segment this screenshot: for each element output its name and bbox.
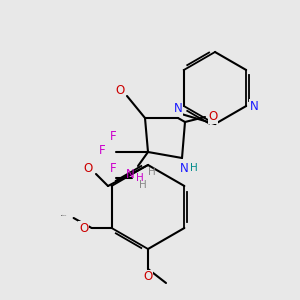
Text: O: O	[83, 161, 93, 175]
Text: F: F	[110, 130, 116, 142]
Text: H: H	[136, 173, 144, 183]
Text: N: N	[180, 161, 188, 175]
Text: N: N	[250, 100, 259, 112]
Text: O: O	[208, 110, 217, 124]
Text: methoxy: methoxy	[61, 214, 67, 216]
Text: O: O	[79, 221, 88, 235]
Text: F: F	[99, 143, 105, 157]
Text: H: H	[190, 163, 198, 173]
Text: H: H	[148, 167, 156, 177]
Text: O: O	[116, 83, 124, 97]
Text: H: H	[139, 180, 147, 190]
Text: F: F	[110, 161, 116, 175]
Text: N: N	[174, 103, 182, 116]
Text: N: N	[126, 167, 134, 181]
Text: O: O	[143, 271, 153, 284]
